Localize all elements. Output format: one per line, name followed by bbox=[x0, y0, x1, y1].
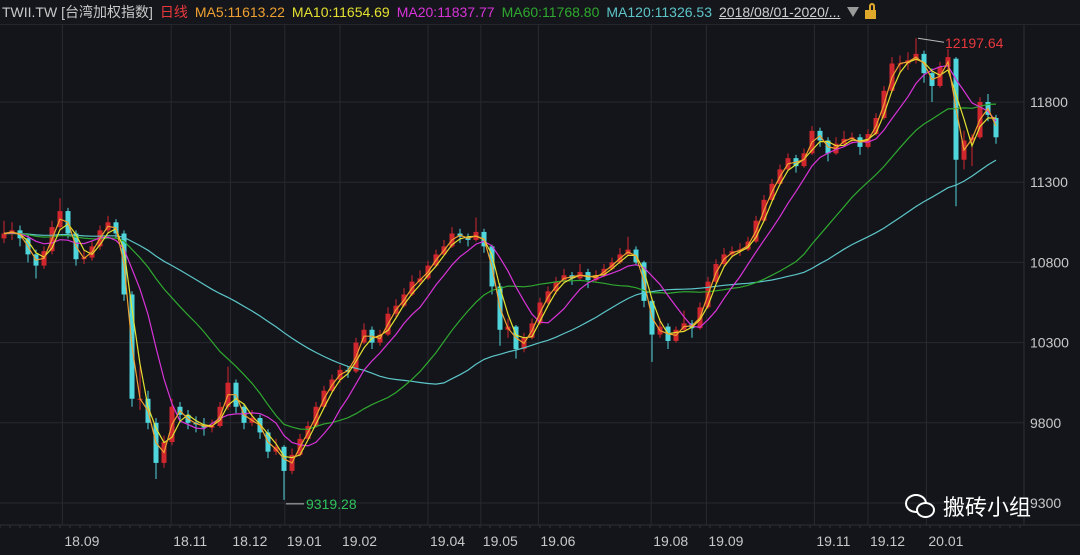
candle bbox=[9, 222, 15, 240]
candle bbox=[801, 148, 807, 168]
candle-body bbox=[1, 233, 7, 239]
wechat-icon bbox=[905, 494, 935, 518]
unlock-icon[interactable] bbox=[865, 3, 877, 19]
ma20-line bbox=[3, 65, 997, 447]
x-tick-label: 19.08 bbox=[653, 533, 688, 549]
x-axis-labels: 18.09 18.11 18.12 19.01 19.02 19.04 19.05 19.06… bbox=[64, 533, 963, 549]
watermark-text: 搬砖小组 bbox=[943, 496, 1032, 521]
date-range-link[interactable]: 2018/08/01-2020/... bbox=[719, 4, 841, 20]
triangle-down-icon[interactable] bbox=[847, 7, 860, 17]
candle bbox=[857, 134, 863, 155]
candle bbox=[929, 68, 935, 102]
period-selector[interactable]: 日线 bbox=[159, 4, 188, 20]
candle bbox=[57, 198, 63, 231]
candle bbox=[233, 379, 239, 414]
candle bbox=[761, 195, 767, 223]
x-tick-label: 19.05 bbox=[483, 533, 518, 549]
ma20-legend: MA20:11837.77 bbox=[396, 4, 495, 20]
ma10-line bbox=[3, 58, 996, 459]
candles bbox=[1, 38, 999, 500]
candle bbox=[993, 114, 999, 144]
ma120-line bbox=[3, 159, 997, 385]
candle bbox=[473, 217, 479, 242]
candle bbox=[665, 323, 671, 350]
candle-body bbox=[993, 118, 999, 138]
symbol-title: TWII.TW [台湾加权指数] bbox=[2, 4, 153, 20]
candle bbox=[785, 153, 791, 171]
x-tick-label: 19.12 bbox=[870, 533, 905, 549]
candle bbox=[825, 137, 831, 162]
x-tick-label: 19.09 bbox=[708, 533, 743, 549]
ma5-legend: MA5:11613.22 bbox=[194, 4, 285, 20]
ma5-line bbox=[3, 56, 997, 464]
y-axis-labels: 11800 11300 10800 10300 9800 9300 bbox=[1030, 94, 1069, 511]
candle bbox=[585, 268, 591, 289]
moving-averages bbox=[3, 56, 997, 464]
x-tick-label: 19.02 bbox=[342, 533, 377, 549]
annotations: 12197.64 9319.28 bbox=[286, 35, 1004, 512]
max-value-label: 12197.64 bbox=[945, 35, 1004, 51]
grid bbox=[0, 24, 1024, 528]
ma60-legend: MA60:11768.80 bbox=[501, 4, 600, 20]
candle bbox=[689, 320, 695, 338]
x-tick-label: 19.04 bbox=[430, 533, 465, 549]
ma10-legend: MA10:11654.69 bbox=[291, 4, 390, 20]
x-tick-label: 18.09 bbox=[64, 533, 99, 549]
y-tick-label: 11300 bbox=[1030, 174, 1068, 190]
y-tick-label: 9800 bbox=[1030, 415, 1061, 431]
y-tick-label: 10300 bbox=[1030, 335, 1069, 351]
max-arrow-icon bbox=[917, 37, 945, 43]
x-tick-label: 20.01 bbox=[928, 533, 963, 549]
x-tick-label: 19.01 bbox=[287, 533, 322, 549]
candle bbox=[465, 233, 471, 247]
x-tick-label: 19.11 bbox=[816, 533, 850, 549]
x-tick-label: 19.06 bbox=[540, 533, 575, 549]
candle bbox=[1, 220, 7, 244]
candle bbox=[577, 264, 583, 281]
y-tick-label: 11800 bbox=[1030, 94, 1068, 110]
y-tick-label: 9300 bbox=[1030, 495, 1061, 511]
x-tick-label: 18.11 bbox=[173, 533, 207, 549]
chart-header: TWII.TW [台湾加权指数] 日线 MA5:11613.22 MA10:11… bbox=[0, 0, 1080, 25]
y-tick-label: 10800 bbox=[1030, 254, 1069, 270]
ma120-legend: MA120:11326.53 bbox=[606, 4, 712, 20]
candle bbox=[105, 215, 111, 234]
min-value-label: 9319.28 bbox=[306, 496, 357, 512]
candle bbox=[289, 448, 295, 475]
ma60-line bbox=[3, 103, 997, 430]
watermark: 搬砖小组 bbox=[905, 490, 1031, 522]
candle bbox=[201, 417, 207, 436]
x-tick-label: 18.12 bbox=[232, 533, 267, 549]
